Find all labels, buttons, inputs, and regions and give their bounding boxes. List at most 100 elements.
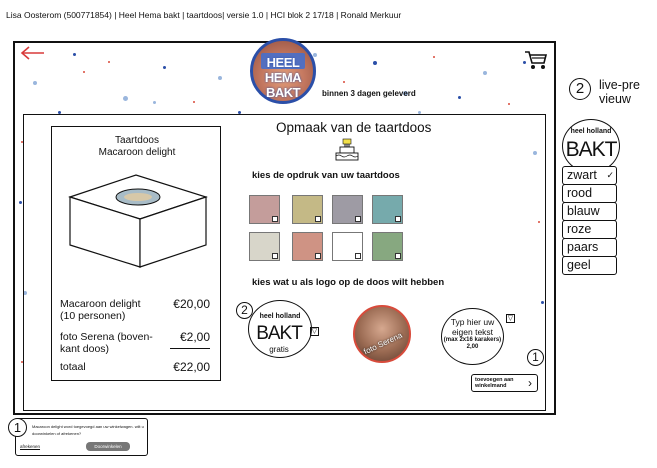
confetti-dot: [508, 103, 510, 105]
confetti-dot: [163, 66, 166, 69]
confetti-dot: [343, 81, 345, 83]
swatch-checkbox[interactable]: [315, 216, 321, 222]
color-option-zwart[interactable]: zwart ✓: [562, 166, 617, 185]
configurator-panel: [23, 114, 546, 411]
add-to-cart-button[interactable]: toevoegen aan winkelmand: [471, 374, 538, 392]
color-option-blauw[interactable]: blauw: [562, 202, 617, 221]
hema-logo[interactable]: HEEL HEMA BAKT: [250, 38, 316, 104]
print-options-label: kies de opdruk van uw taartdoos: [252, 170, 400, 181]
logo-options-label: kies wat u als logo op de doos wilt hebb…: [252, 277, 445, 288]
color-swatch[interactable]: [249, 195, 280, 224]
confetti-dot: [418, 111, 421, 114]
logo-banner: [261, 53, 305, 69]
color-swatch[interactable]: [332, 195, 363, 224]
confetti-dot: [403, 91, 408, 96]
preview-label: live-pre vieuw: [599, 78, 640, 106]
dropdown-arrow-icon[interactable]: ▽: [506, 314, 515, 323]
product-title: Taartdoos Macaroon delight: [52, 135, 222, 159]
confetti-dot: [238, 111, 241, 114]
color-swatch[interactable]: [292, 195, 323, 224]
step-badge: 2: [569, 78, 591, 100]
color-option-rood[interactable]: rood: [562, 184, 617, 203]
confetti-dot: [19, 201, 22, 204]
price-row-value: €22,00: [173, 360, 210, 374]
confetti-dot: [483, 71, 487, 75]
step-badge: 1: [8, 418, 27, 437]
checkout-link[interactable]: afrekenen: [20, 444, 41, 449]
confetti-dot: [21, 141, 23, 143]
step-badge: 2: [236, 302, 253, 319]
color-swatch[interactable]: [372, 195, 403, 224]
preview-color-list: zwart ✓ rood blauw roze paars geel: [562, 166, 617, 275]
confetti-dot: [21, 361, 23, 363]
color-option-geel[interactable]: geel: [562, 256, 617, 275]
color-swatch[interactable]: [249, 232, 280, 261]
confetti-dot: [153, 101, 156, 104]
confetti-dot: [373, 61, 377, 65]
swatch-checkbox[interactable]: [315, 253, 321, 259]
preview-big-text: BAKT: [565, 138, 618, 161]
page-title: Opmaak van de taartdoos: [276, 120, 432, 135]
confetti-dot: [33, 81, 37, 85]
confetti-dot: [218, 76, 222, 80]
color-swatch[interactable]: [292, 232, 323, 261]
delivery-note: binnen 3 dagen geleverd: [322, 89, 416, 98]
notification-text: Macaroon delight word toegevoegd aan uw …: [32, 424, 144, 436]
price-row-label: totaal: [60, 361, 86, 373]
confetti-dot: [458, 96, 461, 99]
custom-text-prompt: Typ hier uw eigen tekst: [450, 317, 495, 337]
swatch-checkbox[interactable]: [272, 253, 278, 259]
cake-icon: [335, 138, 359, 161]
price-divider: [170, 348, 210, 349]
confetti-dot: [523, 61, 526, 64]
cake-box-illustration: [68, 174, 208, 268]
confetti-dot: [193, 101, 195, 103]
document-header: Lisa Oosterom (500771854) | Heel Hema ba…: [6, 10, 402, 20]
confetti-dot: [73, 53, 76, 56]
option-top-text: heel holland: [259, 313, 301, 320]
option-big-text: BAKT: [256, 323, 303, 344]
chevron-right-icon: ›: [528, 376, 532, 390]
price-row-label: Macaroon delight (10 personen): [60, 298, 141, 322]
confetti-dot: [58, 111, 61, 114]
preview-logo: heel holland BAKT: [562, 119, 620, 173]
swatch-checkbox[interactable]: [355, 253, 361, 259]
shopping-cart-icon[interactable]: [524, 49, 548, 71]
logo-text: HEEL HEMA BAKT: [264, 55, 302, 100]
confetti-dot: [533, 151, 537, 155]
continue-shopping-button[interactable]: Doorwinkelen: [86, 442, 130, 451]
product-title-line1: Taartdoos: [115, 135, 159, 146]
confetti-dot: [108, 61, 110, 63]
logo-option-photo[interactable]: foto Serena: [353, 305, 411, 363]
dropdown-arrow-icon[interactable]: ▽: [310, 327, 319, 336]
chevron-down-icon: ✓: [606, 170, 614, 180]
price-row-label: foto Serena (boven- kant doos): [60, 331, 153, 355]
confetti-dot: [23, 291, 27, 295]
option-photo-label: foto Serena: [362, 330, 404, 357]
swatch-checkbox[interactable]: [355, 216, 361, 222]
color-option-roze[interactable]: roze: [562, 220, 617, 239]
color-swatch[interactable]: [332, 232, 363, 261]
color-option-paars[interactable]: paars: [562, 238, 617, 257]
swatch-checkbox[interactable]: [395, 253, 401, 259]
price-row-value: €2,00: [179, 330, 210, 344]
swatch-checkbox[interactable]: [395, 216, 401, 222]
product-card: Taartdoos Macaroon delight Macaroon deli…: [51, 126, 221, 381]
logo-option-custom-text[interactable]: Typ hier uw eigen tekst (max 2x16 karake…: [441, 308, 504, 365]
back-arrow-icon[interactable]: [20, 44, 46, 62]
price-row-value: €20,00: [173, 297, 210, 311]
confetti-dot: [433, 56, 435, 58]
option-price-text: gratis: [269, 345, 289, 354]
logo-option-bakt[interactable]: heel holland BAKT gratis: [248, 300, 312, 358]
color-swatch[interactable]: [372, 232, 403, 261]
confetti-dot: [83, 71, 85, 73]
confetti-dot: [313, 53, 317, 57]
confetti-dot: [538, 221, 540, 223]
confetti-dot: [541, 301, 544, 304]
confetti-dot: [123, 96, 128, 101]
custom-text-note: (max 2x16 karakers) 2,00: [443, 337, 502, 350]
swatch-checkbox[interactable]: [272, 216, 278, 222]
product-title-line2: Macaroon delight: [98, 147, 176, 158]
preview-top-text: heel holland: [570, 128, 612, 135]
cart-notification: Macaroon delight word toegevoegd aan uw …: [15, 418, 148, 456]
